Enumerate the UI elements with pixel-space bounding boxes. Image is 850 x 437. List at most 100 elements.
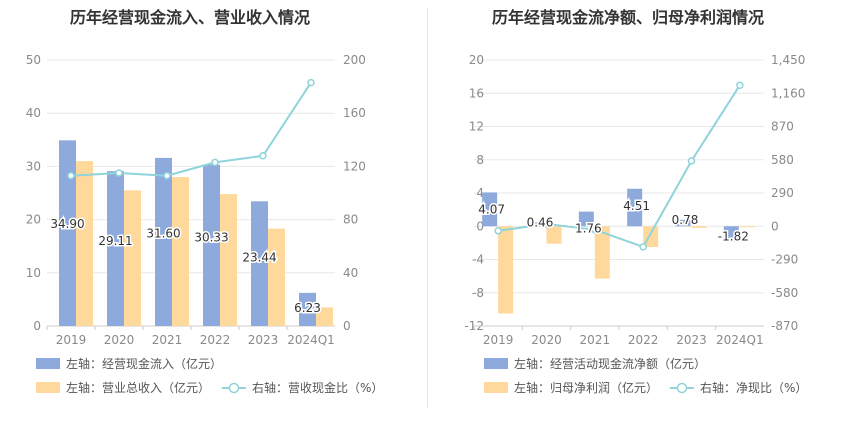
panel-divider [427,8,428,408]
right-axis-tick-label: 0 [771,219,779,233]
right-axis-tick-label: 80 [343,213,358,227]
bar-series-1 [578,211,594,227]
line-point [163,171,171,180]
line-point [591,225,599,234]
line-series [498,84,741,249]
left-axis-tick-label: 12 [469,120,484,134]
legend-label: 右轴：营收现金比（%） [252,380,383,395]
legend-swatch [484,382,508,393]
category-label: 2021 [152,333,183,347]
line-point [639,243,647,251]
left-axis-tick-label: 4 [476,186,484,200]
right-axis-tick-label: 0 [343,319,351,333]
left-axis-tick-label: 16 [469,86,484,100]
line-point [687,157,696,165]
left-axis-tick-label: 10 [26,266,41,280]
left-axis-tick-label: 8 [476,153,484,167]
data-label: 29.11 [98,234,132,248]
category-label: 2024Q1 [287,333,335,347]
category-label: 2023 [248,333,279,347]
category-label: 2023 [676,333,707,347]
right-axis-tick-label: 580 [771,153,794,167]
right-axis-tick-label: 160 [343,106,366,120]
data-label: 4.07 [478,202,505,216]
data-label: 30.33 [194,230,228,244]
left-axis-tick-label: 0 [476,219,484,233]
legend-marker [228,382,240,394]
right-axis-tick-label: 290 [771,186,794,200]
bar-series-1 [299,292,316,326]
bar-series-2 [316,307,333,326]
line-point [115,169,123,177]
category-label: 2022 [628,333,659,347]
left-axis-tick-label: -4 [472,253,484,267]
line-point [259,152,267,160]
bar-series-2 [268,228,285,326]
data-label: 0.78 [672,213,699,227]
bar-series-2 [691,226,707,228]
bar-series-2 [76,161,93,326]
category-label: 2020 [104,333,135,347]
left-axis-tick-label: 0 [33,319,41,333]
data-label: 0.46 [527,215,554,229]
line-series [70,82,312,177]
category-label: 2021 [580,333,611,347]
bar-series-1 [107,171,124,326]
right-chart-title: 历年经营现金流净额、归母净利润情况 [492,8,765,27]
right-axis-tick-label: 120 [343,159,366,173]
data-label: 31.60 [146,227,180,241]
category-label: 2019 [483,333,514,347]
line-point [736,81,744,89]
category-label: 2024Q1 [716,333,764,347]
bar-series-1 [482,192,498,227]
legend-marker [676,382,688,394]
line-point [211,158,219,167]
left-axis-tick-label: 20 [26,213,41,227]
bar-series-2 [220,194,237,326]
bar-series-1 [155,157,172,326]
bar-series-1 [203,164,220,326]
legend-label: 左轴：营业总收入（亿元） [66,380,210,395]
legend-swatch [36,382,60,393]
left-axis-tick-label: 50 [26,53,41,67]
right-axis-tick-label: -870 [771,319,798,333]
right-axis-tick-label: 1,450 [771,53,805,67]
left-axis-tick-label: 20 [469,53,484,67]
data-label: 34.90 [50,217,84,231]
data-label: 1.76 [575,222,602,236]
right-axis-tick-label: -290 [771,253,798,267]
bar-series-2 [498,226,514,314]
line-point [494,227,502,235]
right-axis-tick-label: 1,160 [771,86,805,100]
data-label: -1.82 [718,229,749,243]
legend-swatch [484,358,508,369]
data-label: 6.23 [294,301,321,315]
bar-series-2 [739,226,755,228]
right-axis-tick-label: -580 [771,286,798,300]
bar-series-2 [594,226,610,279]
line-point [67,171,75,180]
category-label: 2019 [56,333,87,347]
legend-label: 左轴：归母净利润（亿元） [514,380,658,395]
bar-series-1 [723,226,739,242]
left-chart-title: 历年经营现金流入、营业收入情况 [70,8,311,27]
bar-series-1 [59,140,76,326]
right-axis-tick-label: 40 [343,266,358,280]
right-axis-tick-label: 870 [771,120,794,134]
legend-label: 左轴：经营现金流入（亿元） [66,356,222,371]
bar-series-1 [627,188,643,227]
bar-series-2 [546,226,562,244]
bar-series-1 [675,219,691,227]
bar-series-1 [251,201,268,326]
legend-label: 左轴：经营活动现金流净额（亿元） [514,356,706,371]
category-label: 2022 [200,333,231,347]
bar-series-2 [124,190,141,326]
data-label: 23.44 [242,250,276,264]
category-label: 2020 [531,333,562,347]
left-axis-tick-label: 30 [26,159,41,173]
line-point [307,78,315,87]
right-axis-tick-label: 200 [343,53,366,67]
legend-label: 右轴：净现比（%） [700,380,807,395]
